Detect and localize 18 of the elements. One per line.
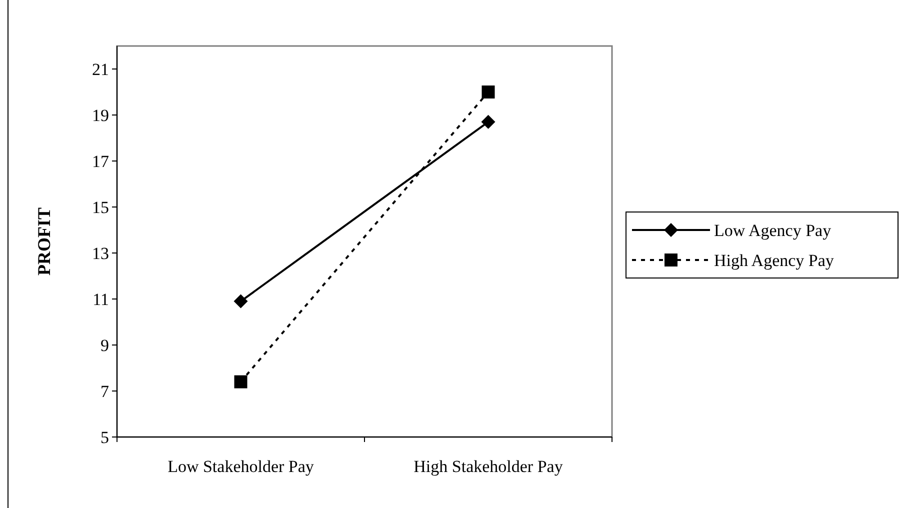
legend-label: High Agency Pay xyxy=(714,250,834,270)
x-tick-label: Low Stakeholder Pay xyxy=(168,457,314,476)
x-tick-label: High Stakeholder Pay xyxy=(414,457,564,476)
y-tick-label: 15 xyxy=(92,198,109,217)
point xyxy=(481,114,496,129)
y-tick-label: 7 xyxy=(100,382,110,401)
y-tick-label: 11 xyxy=(92,290,109,309)
y-tick-label: 13 xyxy=(92,244,109,263)
y-tick-label: 9 xyxy=(100,336,109,355)
y-tick-label: 21 xyxy=(92,60,109,79)
y-tick-label: 5 xyxy=(100,428,109,447)
point xyxy=(234,375,248,388)
y-tick-label: 17 xyxy=(92,152,110,171)
point xyxy=(234,294,248,308)
y-tick-label: 19 xyxy=(92,106,109,125)
y-axis-title: PROFIT xyxy=(34,207,54,276)
legend-label: Low Agency Pay xyxy=(714,220,832,240)
point xyxy=(482,86,495,98)
